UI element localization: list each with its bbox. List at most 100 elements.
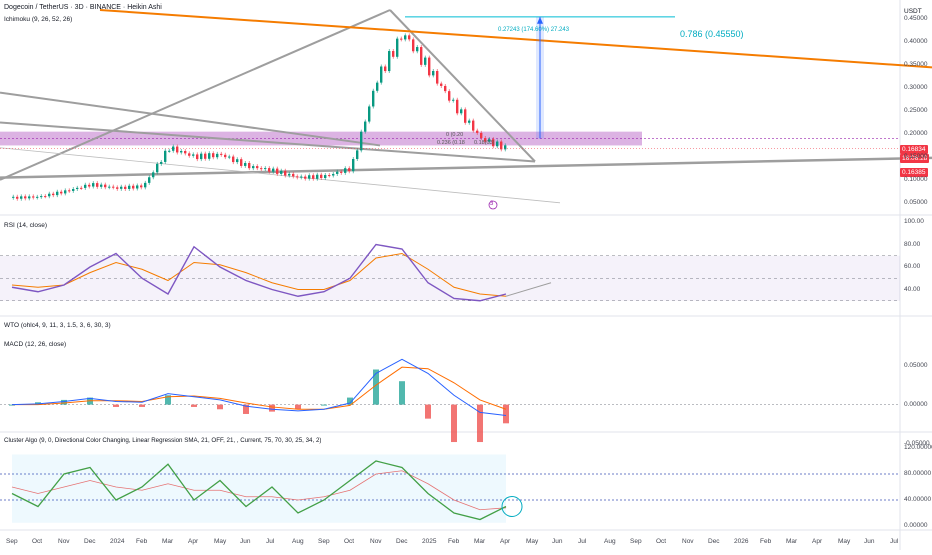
time-tick-label: Feb: [448, 538, 460, 545]
price-tag-last: 0.16834: [900, 145, 928, 154]
rsi-tick-label: 100.00: [904, 218, 924, 225]
price-tick-label: 0.35000: [904, 61, 928, 69]
candle-body: [248, 162, 251, 169]
wto-pane-label: WTO (ohlc4, 9, 11, 3, 1.5, 3, 6, 30, 3): [4, 322, 111, 329]
candle-body: [144, 182, 147, 188]
candle-body: [380, 66, 383, 83]
macd-histogram-bar: [477, 404, 483, 443]
time-tick-label: Dec: [396, 538, 408, 545]
price-tick-label: 0.25000: [904, 107, 928, 114]
marker-circle: [488, 200, 498, 210]
candle-body: [260, 168, 263, 170]
cluster-tick-label: 120.00000: [904, 444, 932, 451]
price-tag-low: 0.16385: [900, 168, 928, 177]
time-tick-label: Feb: [136, 538, 148, 545]
candle-body: [352, 158, 355, 172]
time-tick-label: Aug: [292, 538, 304, 545]
candle-body: [300, 176, 303, 178]
macd-histogram-bar: [451, 404, 457, 443]
candle-body: [504, 145, 507, 150]
rsi-pane-label: RSI (14, close): [4, 222, 47, 229]
macd-histogram-bar: [113, 404, 119, 407]
candle-body: [16, 196, 19, 199]
candle-body: [200, 153, 203, 160]
candle-body: [456, 99, 459, 114]
time-tick-label: Sep: [630, 538, 642, 545]
candle-body: [312, 175, 315, 179]
time-tick-label: Sep: [6, 538, 18, 545]
macd-histogram-bar: [165, 395, 171, 405]
time-tick-label: Apr: [812, 538, 823, 545]
trendline-upper: [0, 91, 381, 147]
fib-786-label: 0.786 (0.45550): [680, 29, 744, 39]
rsi-tick-label: 80.00: [904, 240, 921, 248]
macd-tick-label: 0.05000: [904, 361, 928, 369]
candle-body: [284, 170, 287, 176]
candle-body: [208, 153, 211, 159]
currency-label: USDT: [904, 8, 922, 15]
rsi-ma-line: [11, 252, 507, 297]
candle-body: [188, 153, 191, 156]
time-tick-label: Jun: [864, 538, 875, 545]
candle-body: [360, 131, 363, 151]
price-tick-label: 0.30000: [904, 84, 928, 92]
candle-body: [164, 150, 167, 162]
candle-body: [432, 70, 435, 76]
candle-body: [428, 57, 431, 76]
macd-histogram-bar: [321, 404, 327, 406]
time-tick-label: Dec: [84, 538, 96, 545]
macd-histogram-bar: [347, 397, 353, 405]
trendline-support: [0, 156, 932, 179]
cluster-band: [12, 454, 506, 523]
cluster-pane-label: Cluster Algo (9, 0, Directional Color Ch…: [4, 437, 322, 444]
candle-body: [36, 196, 39, 198]
ichimoku-label: Ichimoku (9, 26, 52, 26): [4, 16, 73, 23]
time-tick-label: Jun: [552, 538, 563, 545]
time-tick-label: May: [526, 538, 539, 545]
candle-body: [132, 185, 135, 189]
candle-body: [408, 35, 411, 40]
candle-body: [320, 174, 323, 179]
candle-body: [176, 146, 179, 153]
candle-body: [68, 190, 71, 192]
candle-body: [96, 183, 99, 187]
macd-line: [11, 358, 507, 417]
time-tick-label: Sep: [318, 538, 330, 545]
price-tick-label: 0.20000: [904, 129, 928, 137]
candle-body: [416, 47, 419, 52]
candle-body: [468, 120, 471, 123]
trendline-orange: [99, 9, 932, 69]
cluster-main-line: [11, 460, 507, 521]
candle-body: [88, 184, 91, 187]
candle-body: [124, 186, 127, 189]
time-tick-label: Aug: [604, 538, 616, 545]
candle-body: [276, 168, 279, 174]
candle-body: [28, 196, 31, 199]
marker-label: 3: [490, 201, 494, 207]
macd-signal-line: [12, 366, 507, 410]
candle-body: [184, 150, 187, 154]
candle-body: [108, 186, 111, 188]
candle-body: [160, 161, 163, 164]
candle-body: [288, 173, 291, 176]
time-tick-label: 2024: [110, 538, 125, 545]
time-tick-label: 2025: [422, 538, 437, 545]
candle-body: [64, 190, 67, 194]
time-tick-label: Feb: [760, 538, 772, 545]
candle-body: [336, 171, 339, 174]
candle-body: [76, 187, 79, 190]
candle-body: [92, 183, 95, 187]
candle-body: [368, 106, 371, 122]
candle-body: [388, 51, 391, 72]
candle-body: [216, 153, 219, 158]
candle-body: [120, 186, 123, 189]
candle-body: [220, 153, 223, 155]
candle-body: [112, 186, 115, 188]
candle-body: [128, 185, 131, 189]
candle-body: [292, 173, 295, 177]
trendline-wedge-down: [389, 9, 536, 163]
macd-histogram-bar: [243, 404, 249, 414]
candle-body: [268, 168, 271, 172]
